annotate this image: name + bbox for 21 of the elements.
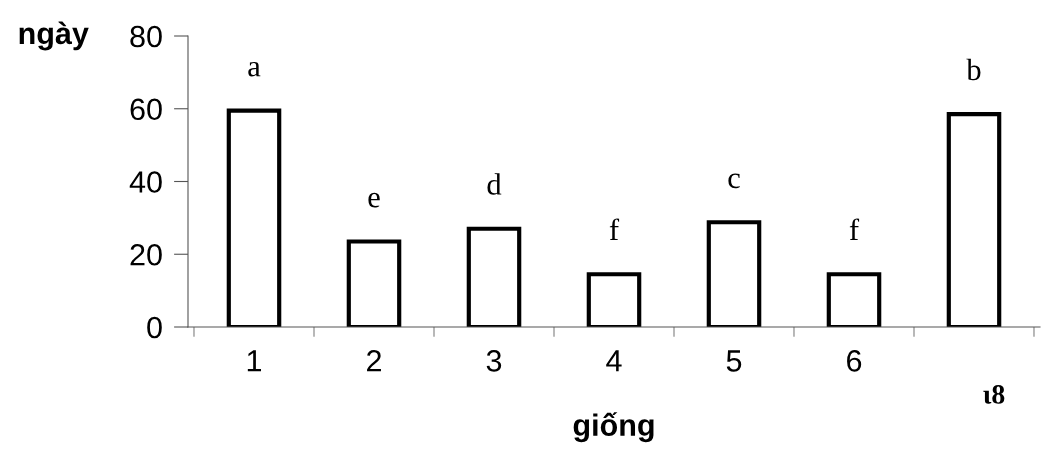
annotation: a	[248, 61, 261, 77]
y-tick-label: 20	[130, 243, 162, 266]
y-tick-label: 60	[130, 98, 162, 121]
x-axis-title: giống	[573, 412, 654, 443]
annotation: d	[487, 173, 502, 195]
annotation: c	[728, 173, 740, 189]
x-tick-label: 1	[247, 350, 262, 372]
annotation: b	[966, 58, 981, 81]
annotation: e	[368, 192, 380, 208]
annotation: f	[609, 218, 620, 240]
y-tick-label: 0	[147, 316, 162, 339]
y-tick-label: 80	[130, 25, 162, 48]
annotation: f	[849, 218, 860, 240]
y-tick-label: 40	[129, 171, 162, 193]
x-tick-label: 3	[486, 350, 502, 372]
x-tick-label: 6	[847, 350, 862, 372]
x-tick-label: 5	[726, 350, 742, 372]
x-tick-label: 2	[367, 350, 381, 372]
y-axis-title: ngày	[19, 21, 89, 51]
x-tick-label: ι8	[983, 385, 1005, 404]
x-tick-label: 4	[606, 350, 622, 372]
